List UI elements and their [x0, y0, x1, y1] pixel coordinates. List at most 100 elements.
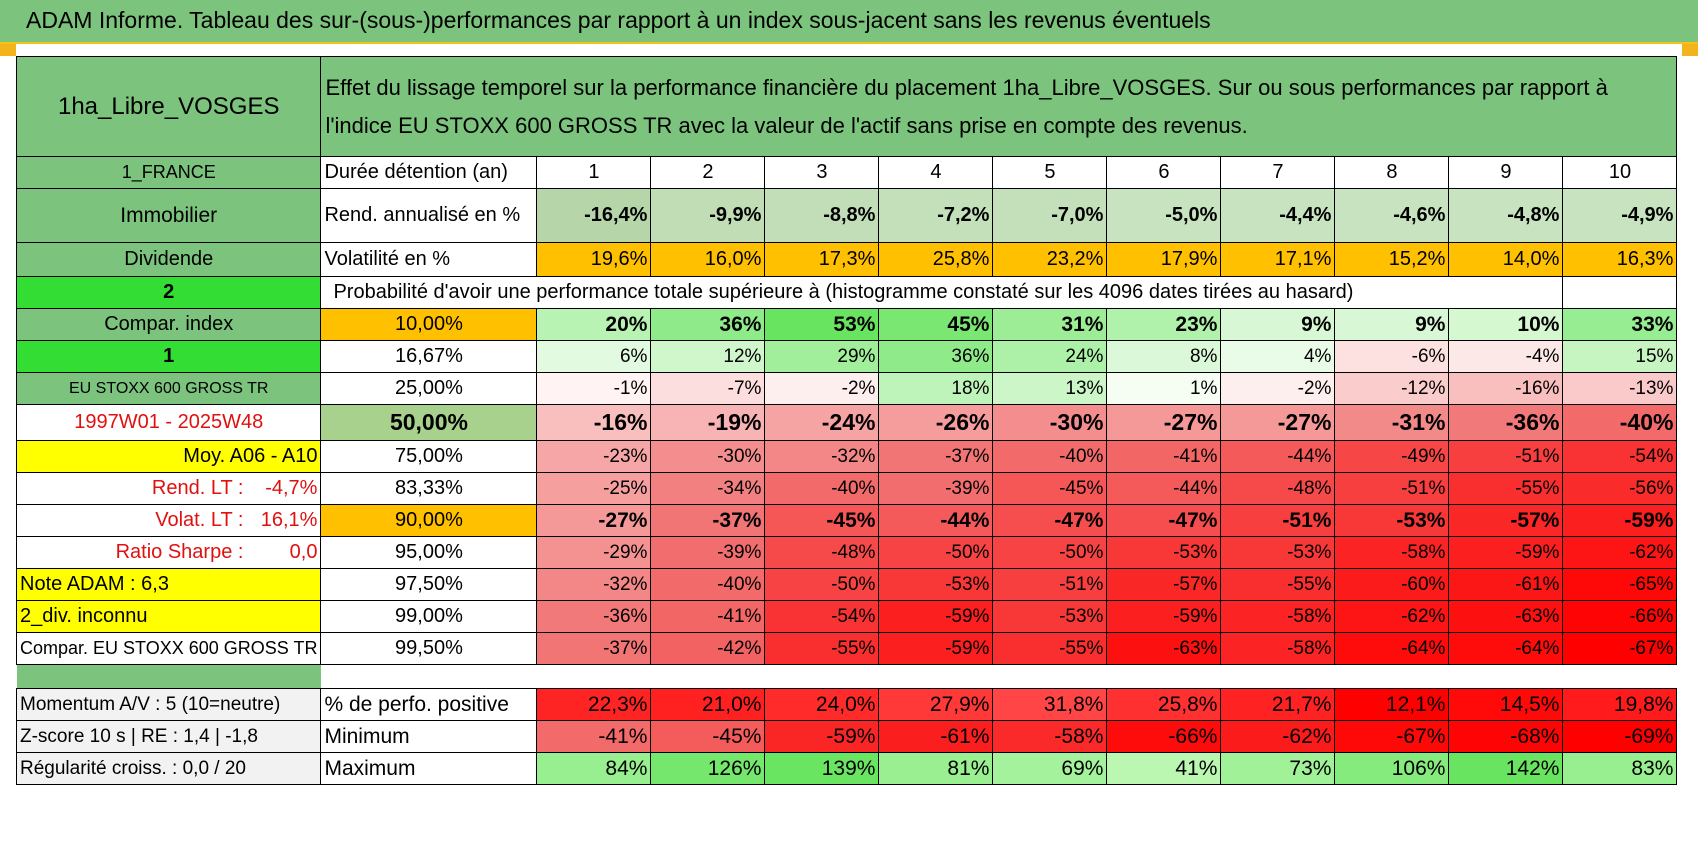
percentile-label: 99,00%	[320, 600, 538, 633]
rend-value: -4,9%	[1562, 188, 1678, 243]
duration-row: 1_FRANCE Durée détention (an) 1 2 3 4 5 6 7 8 9 10	[15, 156, 1678, 189]
percentile-value: -45%	[992, 472, 1108, 505]
percentile-value: -25%	[536, 472, 652, 505]
bottom-value: 25,8%	[1106, 688, 1222, 721]
percentile-value: 36%	[650, 308, 766, 341]
volat-row: Dividende Volatilité en % 19,6% 16,0% 17,3% 2…	[15, 242, 1678, 277]
percentile-label: 95,00%	[320, 536, 538, 569]
period-cell: 1997W01 - 2025W48	[15, 404, 322, 441]
percentile-value: -59%	[878, 632, 994, 665]
percentile-value: -36%	[536, 600, 652, 633]
volat-lt-cell-value: 16,1%	[260, 509, 318, 531]
percentile-value: 36%	[878, 340, 994, 373]
percentile-value: -27%	[536, 504, 652, 537]
year-header: 2	[650, 156, 766, 189]
selector-1[interactable]: 1	[15, 340, 322, 373]
rend-value: -7,2%	[878, 188, 994, 243]
year-header: 8	[1334, 156, 1450, 189]
percentile-row: Compar. EU STOXX 600 GROSS TR 99,50% -37% -…	[15, 632, 1678, 665]
percentile-label: 99,50%	[320, 632, 538, 665]
percentile-value: -53%	[1334, 504, 1450, 537]
percentile-value: -62%	[1562, 536, 1678, 569]
bottom-value: -69%	[1562, 720, 1678, 753]
percentile-value: 33%	[1562, 308, 1678, 341]
sharpe-cell: Ratio Sharpe : 0,0	[15, 536, 322, 569]
description-cell: Effet du lissage temporel sur la perform…	[320, 56, 1678, 157]
percentile-value: 13%	[992, 372, 1108, 405]
percentile-value: 18%	[878, 372, 994, 405]
percentile-row: Note ADAM : 6,3 97,50% -32% -40% -50% -53% -51…	[15, 568, 1678, 601]
percentile-value: -64%	[1334, 632, 1450, 665]
percentile-value: -30%	[992, 404, 1108, 441]
bottom-row: Z-score 10 s | RE : 1,4 | -1,8 Minimum -41…	[15, 720, 1678, 753]
percentile-value: -53%	[1220, 536, 1336, 569]
report-title: ADAM Informe. Tableau des sur-(sous-)per…	[26, 7, 1211, 33]
bottom-label: Maximum	[320, 752, 538, 785]
bottom-value: 142%	[1448, 752, 1564, 785]
percentile-value: -49%	[1334, 440, 1450, 473]
volat-value: 14,0%	[1448, 242, 1564, 277]
percentile-value: -62%	[1334, 600, 1450, 633]
sharpe-cell-value: 0,0	[289, 541, 318, 563]
percentile-value: -50%	[992, 536, 1108, 569]
percentile-value: -40%	[650, 568, 766, 601]
percentile-value: 20%	[536, 308, 652, 341]
percentile-value: -51%	[1220, 504, 1336, 537]
percentile-value: -37%	[878, 440, 994, 473]
percentile-value: -50%	[764, 568, 880, 601]
rend-value: -7,0%	[992, 188, 1108, 243]
bottom-value: 31,8%	[992, 688, 1108, 721]
percentile-value: 8%	[1106, 340, 1222, 373]
bottom-value: 14,5%	[1448, 688, 1564, 721]
year-header: 9	[1448, 156, 1564, 189]
header-row: 1ha_Libre_VOSGES Effet du lissage tempore…	[15, 56, 1678, 157]
bottom-left-cell: Momentum A/V : 5 (10=neutre)	[15, 688, 322, 721]
selector-2[interactable]: 2	[15, 276, 322, 309]
bottom-value: 106%	[1334, 752, 1450, 785]
percentile-value: -30%	[650, 440, 766, 473]
percentile-value: 24%	[992, 340, 1108, 373]
bottom-value: 81%	[878, 752, 994, 785]
year-header: 6	[1106, 156, 1222, 189]
rend-label: Rend. annualisé en %	[320, 188, 538, 243]
percentile-row: Ratio Sharpe :0,0 95,00% -29% -39% -48% -50% -…	[15, 536, 1678, 569]
percentile-value: 9%	[1220, 308, 1336, 341]
percentile-value: -37%	[650, 504, 766, 537]
volat-lt-cell-label: Volat. LT :	[155, 509, 244, 531]
bottom-value: -68%	[1448, 720, 1564, 753]
percentile-row: Rend. LT : -4,7% 83,33% -25% -34% -40% -39% -45…	[15, 472, 1678, 505]
percentile-value: -57%	[1448, 504, 1564, 537]
bottom-value: -59%	[764, 720, 880, 753]
percentile-label: 75,00%	[320, 440, 538, 473]
percentile-value: -48%	[1220, 472, 1336, 505]
year-header: 4	[878, 156, 994, 189]
percentile-value: -59%	[878, 600, 994, 633]
rend-lt-cell-label: Rend. LT :	[151, 477, 244, 499]
percentile-value: 53%	[764, 308, 880, 341]
percentile-value: 31%	[992, 308, 1108, 341]
proba-row: 2 Probabilité d'avoir une performance tot…	[15, 276, 1678, 309]
percentile-label: 25,00%	[320, 372, 538, 405]
percentile-value: -51%	[1334, 472, 1450, 505]
bottom-value: -58%	[992, 720, 1108, 753]
bottom-label: Minimum	[320, 720, 538, 753]
volat-value: 17,1%	[1220, 242, 1336, 277]
blank-cell	[1448, 276, 1564, 309]
percentile-value: -65%	[1562, 568, 1678, 601]
percentile-value: -41%	[650, 600, 766, 633]
percentile-value: -66%	[1562, 600, 1678, 633]
bottom-value: 83%	[1562, 752, 1678, 785]
bottom-value: -41%	[536, 720, 652, 753]
percentile-value: -31%	[1334, 404, 1450, 441]
percentile-value: -40%	[764, 472, 880, 505]
bottom-row: Régularité croiss. : 0,0 / 20 Maximum 84% 1…	[15, 752, 1678, 785]
percentile-value: -58%	[1334, 536, 1450, 569]
bottom-value: 12,1%	[1334, 688, 1450, 721]
percentile-value: -32%	[536, 568, 652, 601]
percentile-row: 1 16,67% 6% 12% 29% 36% 24% 8% 4% -6% -4% 15%	[15, 340, 1678, 373]
note-adam-cell: Note ADAM : 6,3	[15, 568, 322, 601]
percentile-value: -54%	[1562, 440, 1678, 473]
percentile-row: Moy. A06 - A10 75,00% -23% -30% -32% -37% -40%…	[15, 440, 1678, 473]
percentile-value: -37%	[536, 632, 652, 665]
percentile-value: -55%	[1448, 472, 1564, 505]
